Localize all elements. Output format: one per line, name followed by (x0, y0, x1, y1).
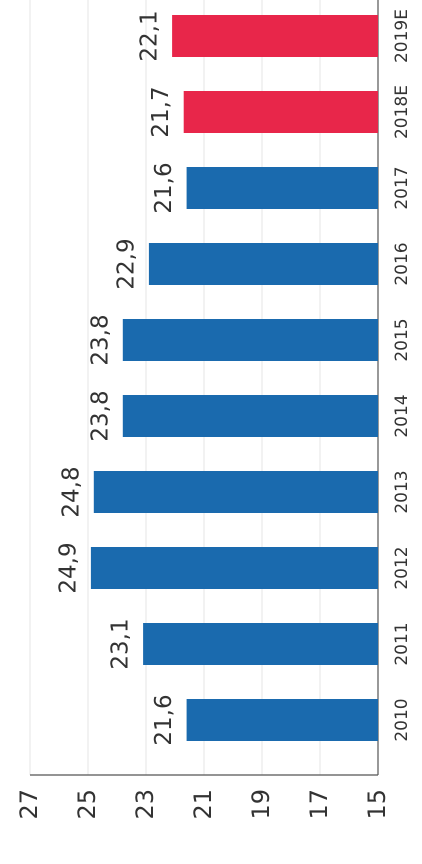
y-tick-label: 23 (131, 789, 159, 820)
x-tick-label: 2012 (392, 546, 412, 589)
value-label: 21,7 (148, 86, 174, 137)
y-tick-label: 25 (73, 789, 101, 820)
value-label: 23,8 (87, 314, 113, 365)
x-tick-label: 2011 (392, 622, 412, 665)
x-tick-label: 2014 (392, 394, 412, 437)
x-tick-label: 2017 (392, 166, 412, 209)
bar (122, 319, 378, 361)
x-tick-label: 2010 (392, 698, 412, 741)
y-tick-label: 17 (305, 789, 333, 820)
bar (148, 243, 378, 285)
value-label: 23,8 (87, 390, 113, 441)
value-label: 22,1 (137, 10, 163, 61)
x-tick-label: 2015 (392, 318, 412, 361)
bar (143, 623, 378, 665)
y-tick-label: 15 (363, 789, 391, 820)
bar (122, 395, 378, 437)
x-tick-label: 2016 (392, 242, 412, 285)
bar (186, 699, 378, 741)
value-label: 21,6 (151, 694, 177, 745)
value-label: 24,9 (55, 542, 81, 593)
value-label: 22,9 (113, 238, 139, 289)
value-label: 24,8 (58, 466, 84, 517)
rotated-plot: 15 17 19 21 23 25 27 2010 21,6 2011 23,1 2012 24,9 20… (15, 0, 412, 820)
value-label: 21,6 (151, 162, 177, 213)
y-tick-label: 19 (247, 789, 275, 820)
value-label: 23,1 (108, 618, 134, 669)
x-tick-label: 2019E (392, 9, 412, 63)
bar (93, 471, 379, 513)
bar (186, 167, 378, 209)
bar (183, 91, 378, 133)
bar (90, 547, 379, 589)
x-tick-label: 2013 (392, 470, 412, 513)
y-tick-label: 27 (15, 789, 43, 820)
x-tick-label: 2018E (392, 85, 412, 139)
y-tick-label: 21 (189, 789, 217, 820)
bar (172, 15, 378, 57)
